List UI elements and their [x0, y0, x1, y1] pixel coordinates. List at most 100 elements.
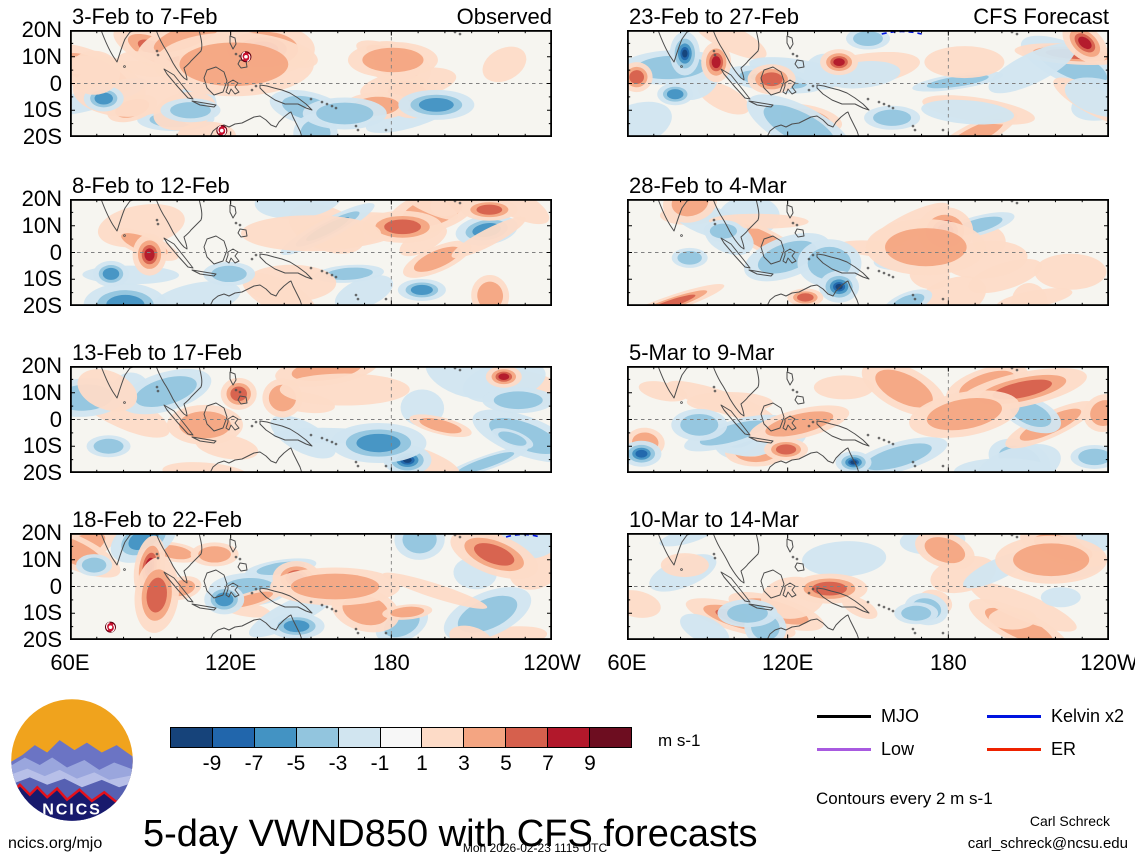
coastline: [816, 253, 870, 280]
coastline: [760, 235, 785, 265]
map-panel-fcst-1: 23-Feb to 27-Feb CFS Forecast: [627, 4, 1109, 137]
coastline: [720, 571, 751, 603]
map-plot: [627, 30, 1109, 137]
legend-item-mjo: MJO: [817, 706, 987, 726]
panel-title: 10-Mar to 14-Mar: [629, 507, 799, 532]
colorbar: -9 -7 -5 -3 -1 1 3 5 7 9: [170, 727, 632, 775]
kelvin-line-swatch: [987, 714, 1041, 718]
coastline: [100, 30, 137, 63]
colorbar-tick-label: -1: [370, 752, 390, 775]
lat-tick-label: 10N: [21, 212, 62, 238]
colorbar-cells: [170, 727, 632, 748]
coastline: [155, 533, 203, 584]
panel-corner-label: Observed: [456, 4, 552, 29]
panel-title: 8-Feb to 12-Feb: [72, 173, 230, 198]
coastline: [163, 237, 194, 269]
colorbar-tick-label: 3: [458, 752, 470, 775]
lon-tick-label: 120W: [523, 650, 581, 675]
low-line-swatch: [817, 747, 871, 751]
tropical-cyclone-icon: [240, 51, 252, 63]
coastline: [657, 199, 694, 232]
coastline: [782, 415, 797, 431]
coastline: [794, 59, 805, 69]
coastline: [794, 228, 805, 238]
coastline: [766, 447, 860, 473]
map-panel-obs-3: 13-Feb to 17-Feb: [70, 340, 552, 473]
coastline: [720, 237, 751, 269]
lat-tick-label: 10S: [22, 600, 62, 626]
map-plot: [70, 533, 552, 640]
coastline: [794, 395, 805, 405]
lat-tick-label: 10S: [22, 266, 62, 292]
coastline: [225, 248, 240, 264]
lat-tick-label: 20S: [22, 293, 62, 318]
colorbar-cell: [212, 728, 255, 747]
lat-tick-label: 10N: [21, 546, 62, 572]
lat-tick-label: 20N: [21, 520, 62, 545]
lon-tick-label: 180: [372, 650, 410, 675]
colorbar-cell: [464, 728, 507, 747]
colorbar-cell: [254, 728, 297, 747]
lon-tick-label: 60E: [607, 650, 647, 675]
coastline: [748, 269, 774, 277]
mjo-line-swatch: [817, 714, 871, 718]
colorbar-cell: [338, 728, 381, 747]
coastline: [229, 204, 237, 219]
coastline: [191, 269, 217, 277]
coastline: [203, 235, 228, 265]
coastline: [712, 366, 760, 417]
coastline: [794, 562, 805, 572]
lat-tick-label: 0: [49, 573, 62, 599]
colorbar-tick-label: 9: [584, 752, 596, 775]
lat-tick-label: 10N: [21, 379, 62, 405]
coastline: [782, 79, 797, 95]
colorbar-tick-label: -3: [328, 752, 348, 775]
lat-tick-label: 20N: [21, 353, 62, 378]
lon-tick-label: 120W: [1080, 650, 1135, 675]
colorbar-cell: [548, 728, 591, 747]
lon-tick-label: 120E: [761, 650, 814, 675]
coastline: [760, 66, 785, 96]
coastline: [782, 582, 797, 598]
coastline: [225, 79, 240, 95]
coastline: [760, 402, 785, 432]
panel-title: 5-Mar to 9-Mar: [629, 340, 775, 365]
coastline: [237, 395, 248, 405]
coastline: [786, 35, 794, 50]
coastline: [786, 204, 794, 219]
coastline: [191, 436, 217, 444]
website-link[interactable]: ncics.org/mjo: [8, 835, 103, 852]
colorbar-tick-label: -9: [202, 752, 222, 775]
coastline: [203, 66, 228, 96]
coastline: [748, 100, 774, 108]
er-line-swatch: [987, 747, 1041, 751]
colorbar-tick-label: -5: [286, 752, 306, 775]
coastline: [657, 366, 694, 399]
legend-item-kelvin: Kelvin x2: [987, 706, 1135, 726]
panel-title: 13-Feb to 17-Feb: [72, 340, 242, 365]
coastline: [100, 533, 137, 566]
author-email[interactable]: carl_schreck@ncsu.edu: [967, 835, 1128, 852]
coastline: [100, 366, 137, 399]
coastline: [259, 84, 313, 111]
map-panel-obs-1: 3-Feb to 7-Feb Observed: [70, 4, 552, 137]
lat-tick-label: 20S: [22, 627, 62, 652]
coastline: [816, 587, 870, 614]
coastline: [657, 533, 694, 566]
lat-tick-label: 10S: [22, 97, 62, 123]
colorbar-cell: [506, 728, 549, 747]
coastline: [748, 603, 774, 611]
legend-label: ER: [1051, 738, 1077, 759]
lat-tick-label: 0: [49, 70, 62, 96]
colorbar-tick-label: 5: [500, 752, 512, 775]
coastline: [259, 587, 313, 614]
coastline: [786, 538, 794, 553]
panel-corner-label: CFS Forecast: [973, 4, 1109, 29]
coastline: [155, 366, 203, 417]
coastline: [816, 420, 870, 447]
coastline: [163, 404, 194, 436]
coastline: [760, 569, 785, 599]
map-panel-fcst-3: 5-Mar to 9-Mar: [627, 340, 1109, 473]
lat-tick-label: 10N: [21, 43, 62, 69]
colorbar-tick-label: 1: [416, 752, 428, 775]
